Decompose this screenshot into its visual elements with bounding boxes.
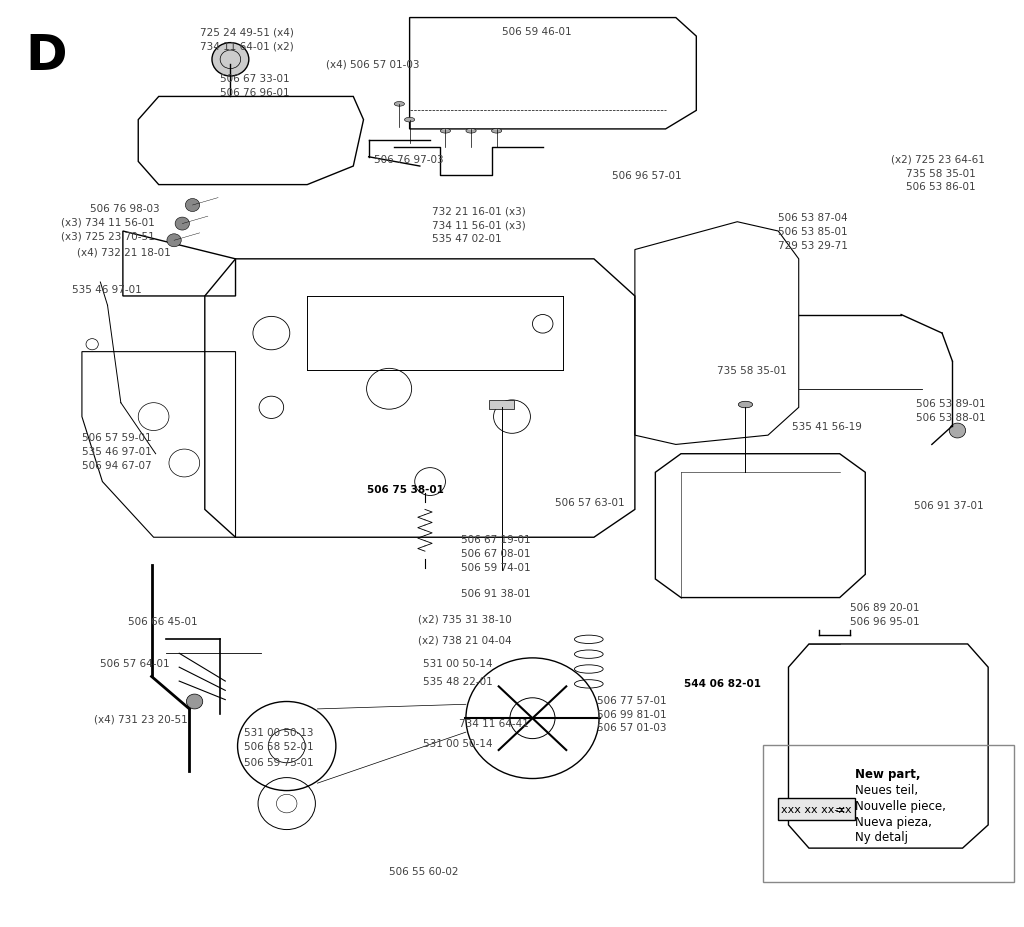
Text: 531 00 50-13: 531 00 50-13 [244,728,313,737]
Text: (x2) 725 23 64-61: (x2) 725 23 64-61 [891,155,985,164]
Text: 506 77 57-01: 506 77 57-01 [597,695,667,705]
Ellipse shape [440,129,451,133]
Text: 732 21 16-01 (x3): 732 21 16-01 (x3) [432,207,526,216]
Text: 506 57 63-01: 506 57 63-01 [555,498,625,507]
Text: Neues teil,: Neues teil, [855,783,919,796]
Text: 535 41 56-19: 535 41 56-19 [792,422,861,431]
Text: 506 67 33-01: 506 67 33-01 [220,74,290,83]
Text: 506 96 95-01: 506 96 95-01 [850,616,920,626]
Text: 506 59 46-01: 506 59 46-01 [502,28,571,37]
Text: 506 57 01-03: 506 57 01-03 [597,723,667,732]
Text: 735 58 35-01: 735 58 35-01 [906,169,976,178]
Text: 506 94 67-07: 506 94 67-07 [82,461,152,470]
Text: (x4) 732 21 18-01: (x4) 732 21 18-01 [77,248,171,257]
Circle shape [167,235,181,248]
Text: 506 55 60-02: 506 55 60-02 [389,867,459,876]
Text: Nouvelle piece,: Nouvelle piece, [855,799,946,812]
Text: 531 00 50-14: 531 00 50-14 [423,658,493,667]
Text: 531 00 50-14: 531 00 50-14 [423,739,493,748]
Text: 506 59 75-01: 506 59 75-01 [244,757,313,767]
Text: 506 57 59-01: 506 57 59-01 [82,433,152,442]
Text: 544 06 82-01: 544 06 82-01 [684,679,761,688]
Text: 506 53 85-01: 506 53 85-01 [778,227,848,236]
Text: New part,: New part, [855,768,921,781]
Text: xxx xx xx-xx: xxx xx xx-xx [781,805,851,814]
Circle shape [175,218,189,231]
Ellipse shape [738,402,753,409]
Text: 506 53 87-04: 506 53 87-04 [778,213,848,222]
Circle shape [949,424,966,438]
Text: (x4) 506 57 01-03: (x4) 506 57 01-03 [326,60,419,70]
Text: Ny detalj: Ny detalj [855,831,908,844]
Text: 506 58 52-01: 506 58 52-01 [244,742,313,751]
Text: (x2) 735 31 38-10: (x2) 735 31 38-10 [418,615,512,624]
Text: (x3) 725 23 70-51: (x3) 725 23 70-51 [61,232,156,241]
Text: 535 48 22-01: 535 48 22-01 [423,677,493,686]
Text: 506 75 38-01: 506 75 38-01 [367,485,443,494]
Text: =: = [835,803,845,816]
Text: 506 89 20-01: 506 89 20-01 [850,603,920,612]
Ellipse shape [394,102,404,108]
Text: 506 59 74-01: 506 59 74-01 [461,563,530,572]
Text: 729 53 29-71: 729 53 29-71 [778,241,848,250]
Text: 734 11 64-41: 734 11 64-41 [459,718,528,728]
Text: 506 76 98-03: 506 76 98-03 [90,204,160,213]
Text: 506 66 45-01: 506 66 45-01 [128,616,198,626]
Text: D: D [26,32,67,81]
Text: 725 24 49-51 (x4): 725 24 49-51 (x4) [200,28,294,37]
Circle shape [212,44,249,77]
Text: 506 57 64-01: 506 57 64-01 [100,658,170,667]
Text: Nueva pieza,: Nueva pieza, [855,815,932,828]
Text: (x3) 734 11 56-01: (x3) 734 11 56-01 [61,218,156,227]
Text: 734 11 56-01 (x3): 734 11 56-01 (x3) [432,221,526,230]
Text: 734 11 64-01 (x2): 734 11 64-01 (x2) [200,42,294,51]
Text: 506 76 96-01: 506 76 96-01 [220,88,290,97]
Text: 506 67 08-01: 506 67 08-01 [461,549,530,558]
Text: 535 46 97-01: 535 46 97-01 [82,447,152,456]
FancyBboxPatch shape [778,798,855,820]
Text: 506 99 81-01: 506 99 81-01 [597,709,667,718]
Text: 506 53 86-01: 506 53 86-01 [906,183,976,192]
Ellipse shape [404,118,415,122]
Circle shape [185,199,200,212]
Text: 506 76 97-03: 506 76 97-03 [374,155,443,164]
Circle shape [186,694,203,709]
Text: 535 46 97-01: 535 46 97-01 [72,285,141,294]
Text: 506 67 19-01: 506 67 19-01 [461,535,530,544]
Text: 735 58 35-01: 735 58 35-01 [717,366,786,375]
Bar [489,400,514,410]
Text: 506 91 37-01: 506 91 37-01 [914,501,984,510]
Text: 506 53 89-01: 506 53 89-01 [916,399,986,408]
Text: (x4) 731 23 20-51: (x4) 731 23 20-51 [94,714,188,723]
Ellipse shape [466,129,476,133]
Text: 506 91 38-01: 506 91 38-01 [461,589,530,598]
Ellipse shape [492,129,502,133]
Text: 506 53 88-01: 506 53 88-01 [916,413,986,422]
Text: (x2) 738 21 04-04: (x2) 738 21 04-04 [418,635,511,644]
Text: 506 96 57-01: 506 96 57-01 [612,171,682,181]
Text: 535 47 02-01: 535 47 02-01 [432,235,502,244]
